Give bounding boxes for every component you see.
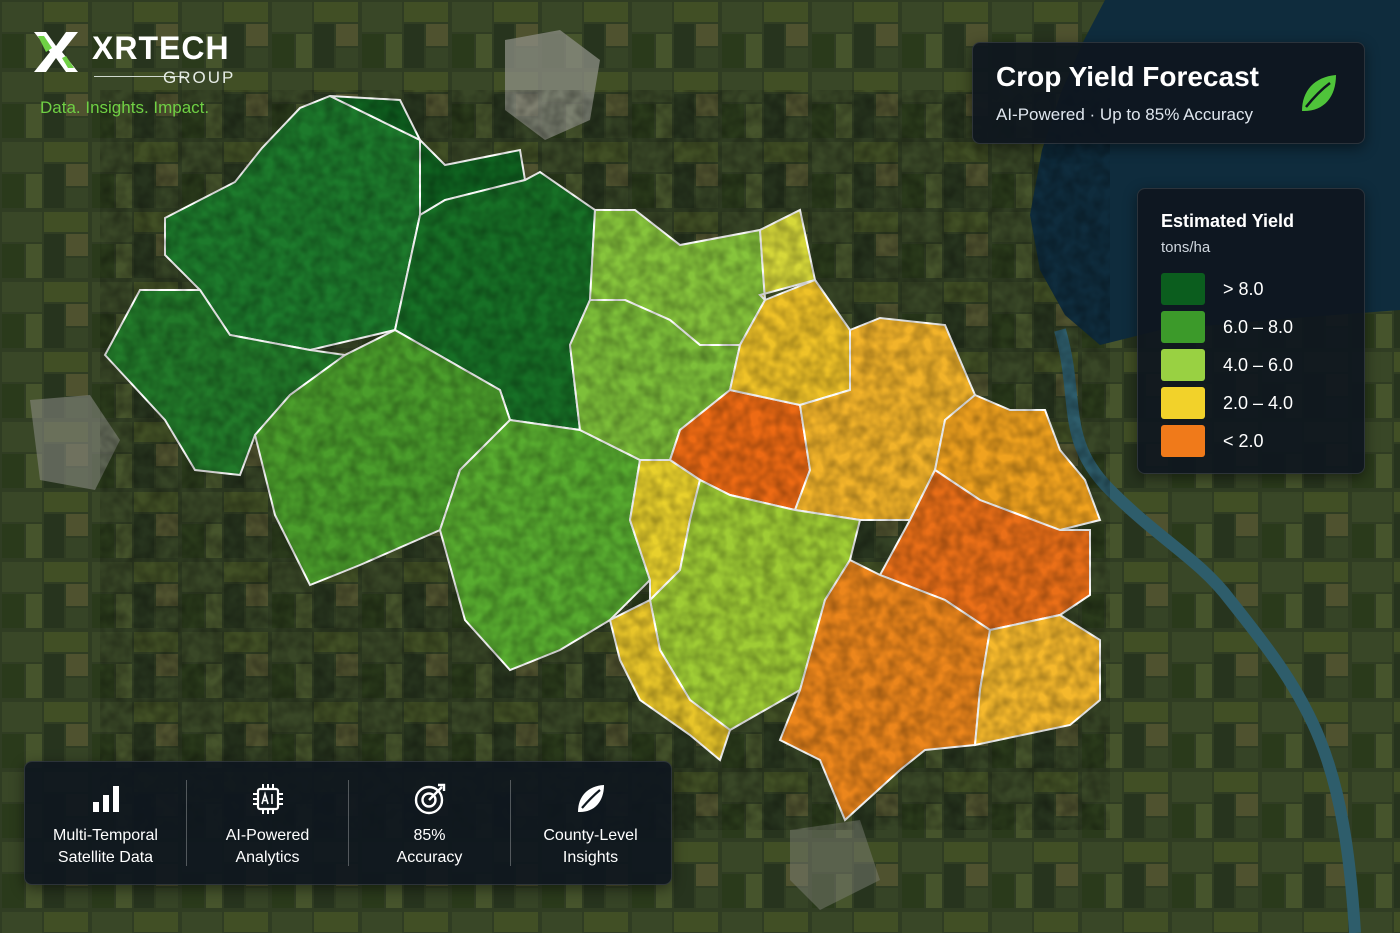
feature-divider (510, 780, 511, 866)
page-subtitle: AI-Powered · Up to 85% Accuracy (996, 105, 1254, 124)
feature-line1: County-Level (543, 827, 638, 844)
feature-divider (348, 780, 349, 866)
legend-swatch (1161, 311, 1205, 343)
feature-line2: Accuracy (396, 849, 463, 866)
legend-unit: tons/ha (1161, 239, 1211, 256)
town-south (790, 820, 880, 910)
feature-accuracy: 85% Accuracy (349, 762, 510, 884)
feature-label: Multi-Temporal Satellite Data (25, 825, 186, 869)
leaf-icon (578, 785, 604, 812)
legend-swatch (1161, 349, 1205, 381)
title-card: Crop Yield Forecast AI-Powered · Up to 8… (972, 42, 1365, 144)
ai-chip-icon (253, 784, 283, 814)
feature-satellite: Multi-Temporal Satellite Data (25, 762, 186, 884)
legend-swatch (1161, 425, 1205, 457)
feature-insights: County-Level Insights (510, 762, 671, 884)
features-bar: Multi-Temporal Satellite Data AI-Powered… (24, 761, 672, 885)
x-logo-icon (34, 32, 78, 72)
target-icon (414, 783, 446, 815)
legend-label: 2.0 – 4.0 (1223, 393, 1294, 413)
legend-title: Estimated Yield (1161, 211, 1295, 231)
feature-line2: Analytics (235, 849, 300, 866)
brand-sub: GROUP (163, 68, 236, 87)
legend-label: 4.0 – 6.0 (1223, 355, 1294, 375)
page-title: Crop Yield Forecast (996, 61, 1259, 92)
yield-legend: Estimated Yield tons/ha > 8.0 6.0 – 8.0 … (1137, 188, 1365, 474)
feature-line2: Satellite Data (57, 849, 154, 866)
legend-label: 6.0 – 8.0 (1223, 317, 1294, 337)
feature-label: 85% Accuracy (349, 825, 510, 869)
feature-line1: 85% (413, 827, 446, 844)
feature-line2: Insights (562, 849, 619, 866)
feature-analytics: AI-Powered Analytics (187, 762, 348, 884)
feature-label: AI-Powered Analytics (187, 825, 348, 869)
brand-name: XRTECH (92, 30, 230, 66)
feature-divider (186, 780, 187, 866)
legend-label: < 2.0 (1223, 431, 1264, 451)
bar-chart-icon (93, 786, 119, 812)
feature-line1: AI-Powered (225, 827, 310, 844)
brand-divider (94, 76, 184, 77)
legend-label: > 8.0 (1223, 279, 1264, 299)
town-west (30, 395, 120, 490)
legend-swatch (1161, 387, 1205, 419)
leaf-icon (1302, 75, 1336, 111)
legend-swatch (1161, 273, 1205, 305)
feature-label: County-Level Insights (510, 825, 671, 869)
brand-tagline: Data. Insights. Impact. (40, 98, 210, 117)
feature-line1: Multi-Temporal (53, 827, 158, 844)
